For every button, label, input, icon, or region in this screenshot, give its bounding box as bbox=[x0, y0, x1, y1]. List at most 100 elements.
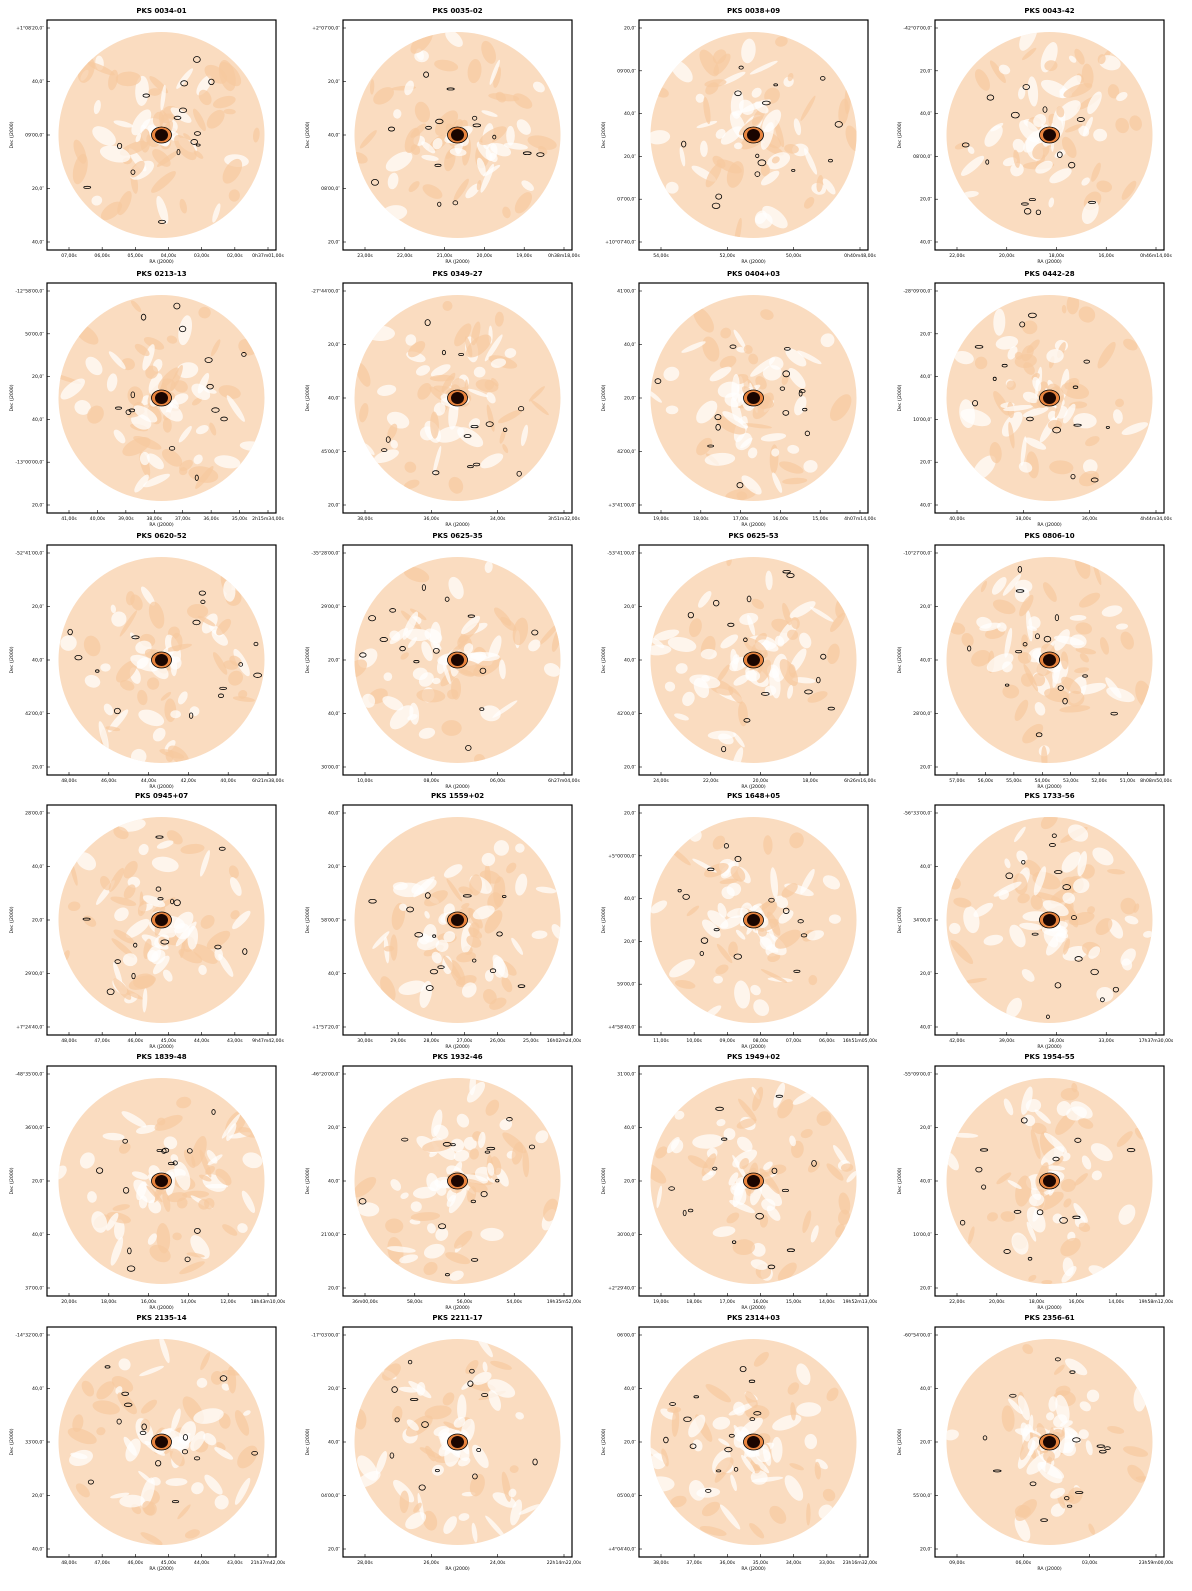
x-tick-label: 54,00s bbox=[1035, 778, 1051, 784]
x-tick-label: 17,00s bbox=[733, 516, 749, 522]
x-tick-label: 23h16m32,00s bbox=[843, 1560, 878, 1566]
y-tick-label: 30′00,0″ bbox=[321, 765, 340, 771]
y-tick-label: 40,0″ bbox=[920, 864, 932, 870]
panel: PKS 0404+0341′00,0″40,0″20,0″42′00,0″+3°… bbox=[601, 270, 876, 528]
y-tick-label: 42′00,0″ bbox=[25, 711, 44, 717]
x-tick-label: 45,00s bbox=[161, 1560, 177, 1566]
panel: PKS 1954-55-55°09′00,0″20,0″40,0″10′00,0… bbox=[897, 1053, 1174, 1311]
x-tick-label: 18,00s bbox=[686, 1299, 702, 1305]
x-tick-label: 38,00s bbox=[357, 516, 373, 522]
x-tick-label: 37,00s bbox=[175, 516, 191, 522]
x-tick-label: 24,00s bbox=[653, 778, 669, 784]
y-axis-label: Dec (J2000) bbox=[601, 906, 607, 933]
x-axis-label: RA (J2000) bbox=[1037, 522, 1061, 528]
x-tick-label: 10,00s bbox=[686, 1038, 702, 1044]
x-axis-label: RA (J2000) bbox=[445, 1566, 469, 1572]
y-tick-label: 20,0″ bbox=[624, 1179, 636, 1185]
y-tick-label: 31′00,0″ bbox=[617, 1072, 636, 1078]
y-tick-label: 40,0″ bbox=[328, 1440, 340, 1446]
y-tick-label: 45′00,0″ bbox=[321, 449, 340, 455]
y-axis-label: Dec (J2000) bbox=[305, 1428, 311, 1455]
source-core bbox=[1043, 1175, 1056, 1187]
y-tick-label: 20,0″ bbox=[920, 331, 932, 337]
x-tick-label: 22,00s bbox=[949, 253, 965, 259]
y-tick-label: 28′00,0″ bbox=[25, 811, 44, 817]
x-tick-label: 18,00s bbox=[1049, 253, 1065, 259]
y-tick-label: 20,0″ bbox=[920, 604, 932, 610]
x-tick-label: 8h08m50,00s bbox=[1140, 778, 1172, 784]
x-tick-label: 43,00s bbox=[227, 1038, 243, 1044]
y-axis-label: Dec (J2000) bbox=[305, 121, 311, 148]
y-tick-label: +3°41′00,0″ bbox=[608, 503, 636, 509]
x-tick-label: 26,00s bbox=[424, 1560, 440, 1566]
x-tick-label: 48,00s bbox=[61, 778, 77, 784]
panel: PKS 0442-28-28°09′00,0″20,0″40,0″10′00,0… bbox=[897, 270, 1172, 528]
x-tick-label: 33,00s bbox=[819, 1560, 835, 1566]
x-tick-label: 46,00s bbox=[128, 1038, 144, 1044]
x-tick-label: 02,00s bbox=[227, 253, 243, 259]
x-tick-label: 19,00s bbox=[653, 516, 669, 522]
panel: PKS 0034-01+1°08′20,0″40,0″09′00,0″20,0″… bbox=[9, 7, 284, 265]
y-tick-label: 20,0″ bbox=[624, 396, 636, 402]
x-axis-label: RA (J2000) bbox=[1037, 1044, 1061, 1050]
panel-title: PKS 0043-42 bbox=[1024, 7, 1074, 15]
y-tick-label: 20,0″ bbox=[624, 1440, 636, 1446]
x-tick-label: 36,00s bbox=[1082, 516, 1098, 522]
y-axis-label: Dec (J2000) bbox=[9, 384, 15, 411]
y-tick-label: -52°41′00,0″ bbox=[15, 551, 44, 557]
y-axis-label: Dec (J2000) bbox=[305, 646, 311, 673]
y-tick-label: 09′00,0″ bbox=[617, 68, 636, 74]
panel-title: PKS 0034-01 bbox=[136, 7, 186, 15]
x-tick-label: 17,00s bbox=[720, 1299, 736, 1305]
x-tick-label: 53,00s bbox=[1063, 778, 1079, 784]
x-tick-label: 56,00s bbox=[457, 1299, 473, 1305]
source-core bbox=[747, 1436, 760, 1448]
y-tick-label: 40,0″ bbox=[328, 711, 340, 717]
x-tick-label: 05,00s bbox=[128, 253, 144, 259]
panel-title: PKS 1648+05 bbox=[727, 792, 780, 800]
x-tick-label: 56,00s bbox=[978, 778, 994, 784]
y-tick-label: 40,0″ bbox=[32, 658, 44, 664]
x-axis-label: RA (J2000) bbox=[741, 259, 765, 265]
panel-title: PKS 0442-28 bbox=[1024, 270, 1074, 278]
panel-title: PKS 0625-35 bbox=[432, 532, 482, 540]
source-core bbox=[1043, 914, 1056, 926]
panel-title: PKS 0404+03 bbox=[727, 270, 780, 278]
x-tick-label: 14,00s bbox=[181, 1299, 197, 1305]
panel-title: PKS 0806-10 bbox=[1024, 532, 1074, 540]
x-tick-label: 15,00s bbox=[786, 1299, 802, 1305]
x-tick-label: 16,00s bbox=[1098, 253, 1114, 259]
y-tick-label: 20,0″ bbox=[328, 1547, 340, 1553]
x-tick-label: 47,00s bbox=[94, 1038, 110, 1044]
x-tick-label: 34,00s bbox=[490, 516, 506, 522]
x-tick-label: 58,00s bbox=[407, 1299, 423, 1305]
y-tick-label: +7°24′40,0″ bbox=[16, 1025, 44, 1031]
y-tick-label: 40,0″ bbox=[328, 396, 340, 402]
y-tick-label: +2°07′00,0″ bbox=[312, 26, 340, 32]
panel: PKS 0035-02+2°07′00,0″20,0″40,0″08′00,0″… bbox=[305, 7, 580, 265]
y-axis-label: Dec (J2000) bbox=[601, 1167, 607, 1194]
x-tick-label: 09,00s bbox=[720, 1038, 736, 1044]
x-tick-label: 38,00s bbox=[1016, 516, 1032, 522]
y-tick-label: 40,0″ bbox=[624, 1386, 636, 1392]
panel-title: PKS 1949+02 bbox=[727, 1053, 780, 1061]
y-tick-label: 07′00,0″ bbox=[617, 197, 636, 203]
y-tick-label: 20,0″ bbox=[32, 503, 44, 509]
x-tick-label: 20,00s bbox=[753, 778, 769, 784]
panel-title: PKS 0213-13 bbox=[136, 270, 186, 278]
x-tick-label: 44,00s bbox=[194, 1038, 210, 1044]
x-tick-label: 28,00s bbox=[357, 1560, 373, 1566]
y-axis-label: Dec (J2000) bbox=[897, 1428, 903, 1455]
x-tick-label: 24,00s bbox=[490, 1560, 506, 1566]
y-tick-label: 40,0″ bbox=[624, 1125, 636, 1131]
panel-title: PKS 2135-14 bbox=[136, 1314, 186, 1322]
x-axis-label: RA (J2000) bbox=[741, 1566, 765, 1572]
y-tick-label: -56°33′00,0″ bbox=[903, 811, 932, 817]
y-tick-label: 21′00,0″ bbox=[321, 1232, 340, 1238]
x-tick-label: 20,00s bbox=[61, 1299, 77, 1305]
source-core bbox=[155, 654, 168, 666]
x-tick-label: 54,00s bbox=[506, 1299, 522, 1305]
source-core bbox=[1043, 1436, 1056, 1448]
x-tick-label: 45,00s bbox=[161, 1038, 177, 1044]
y-tick-label: 41′00,0″ bbox=[617, 289, 636, 295]
